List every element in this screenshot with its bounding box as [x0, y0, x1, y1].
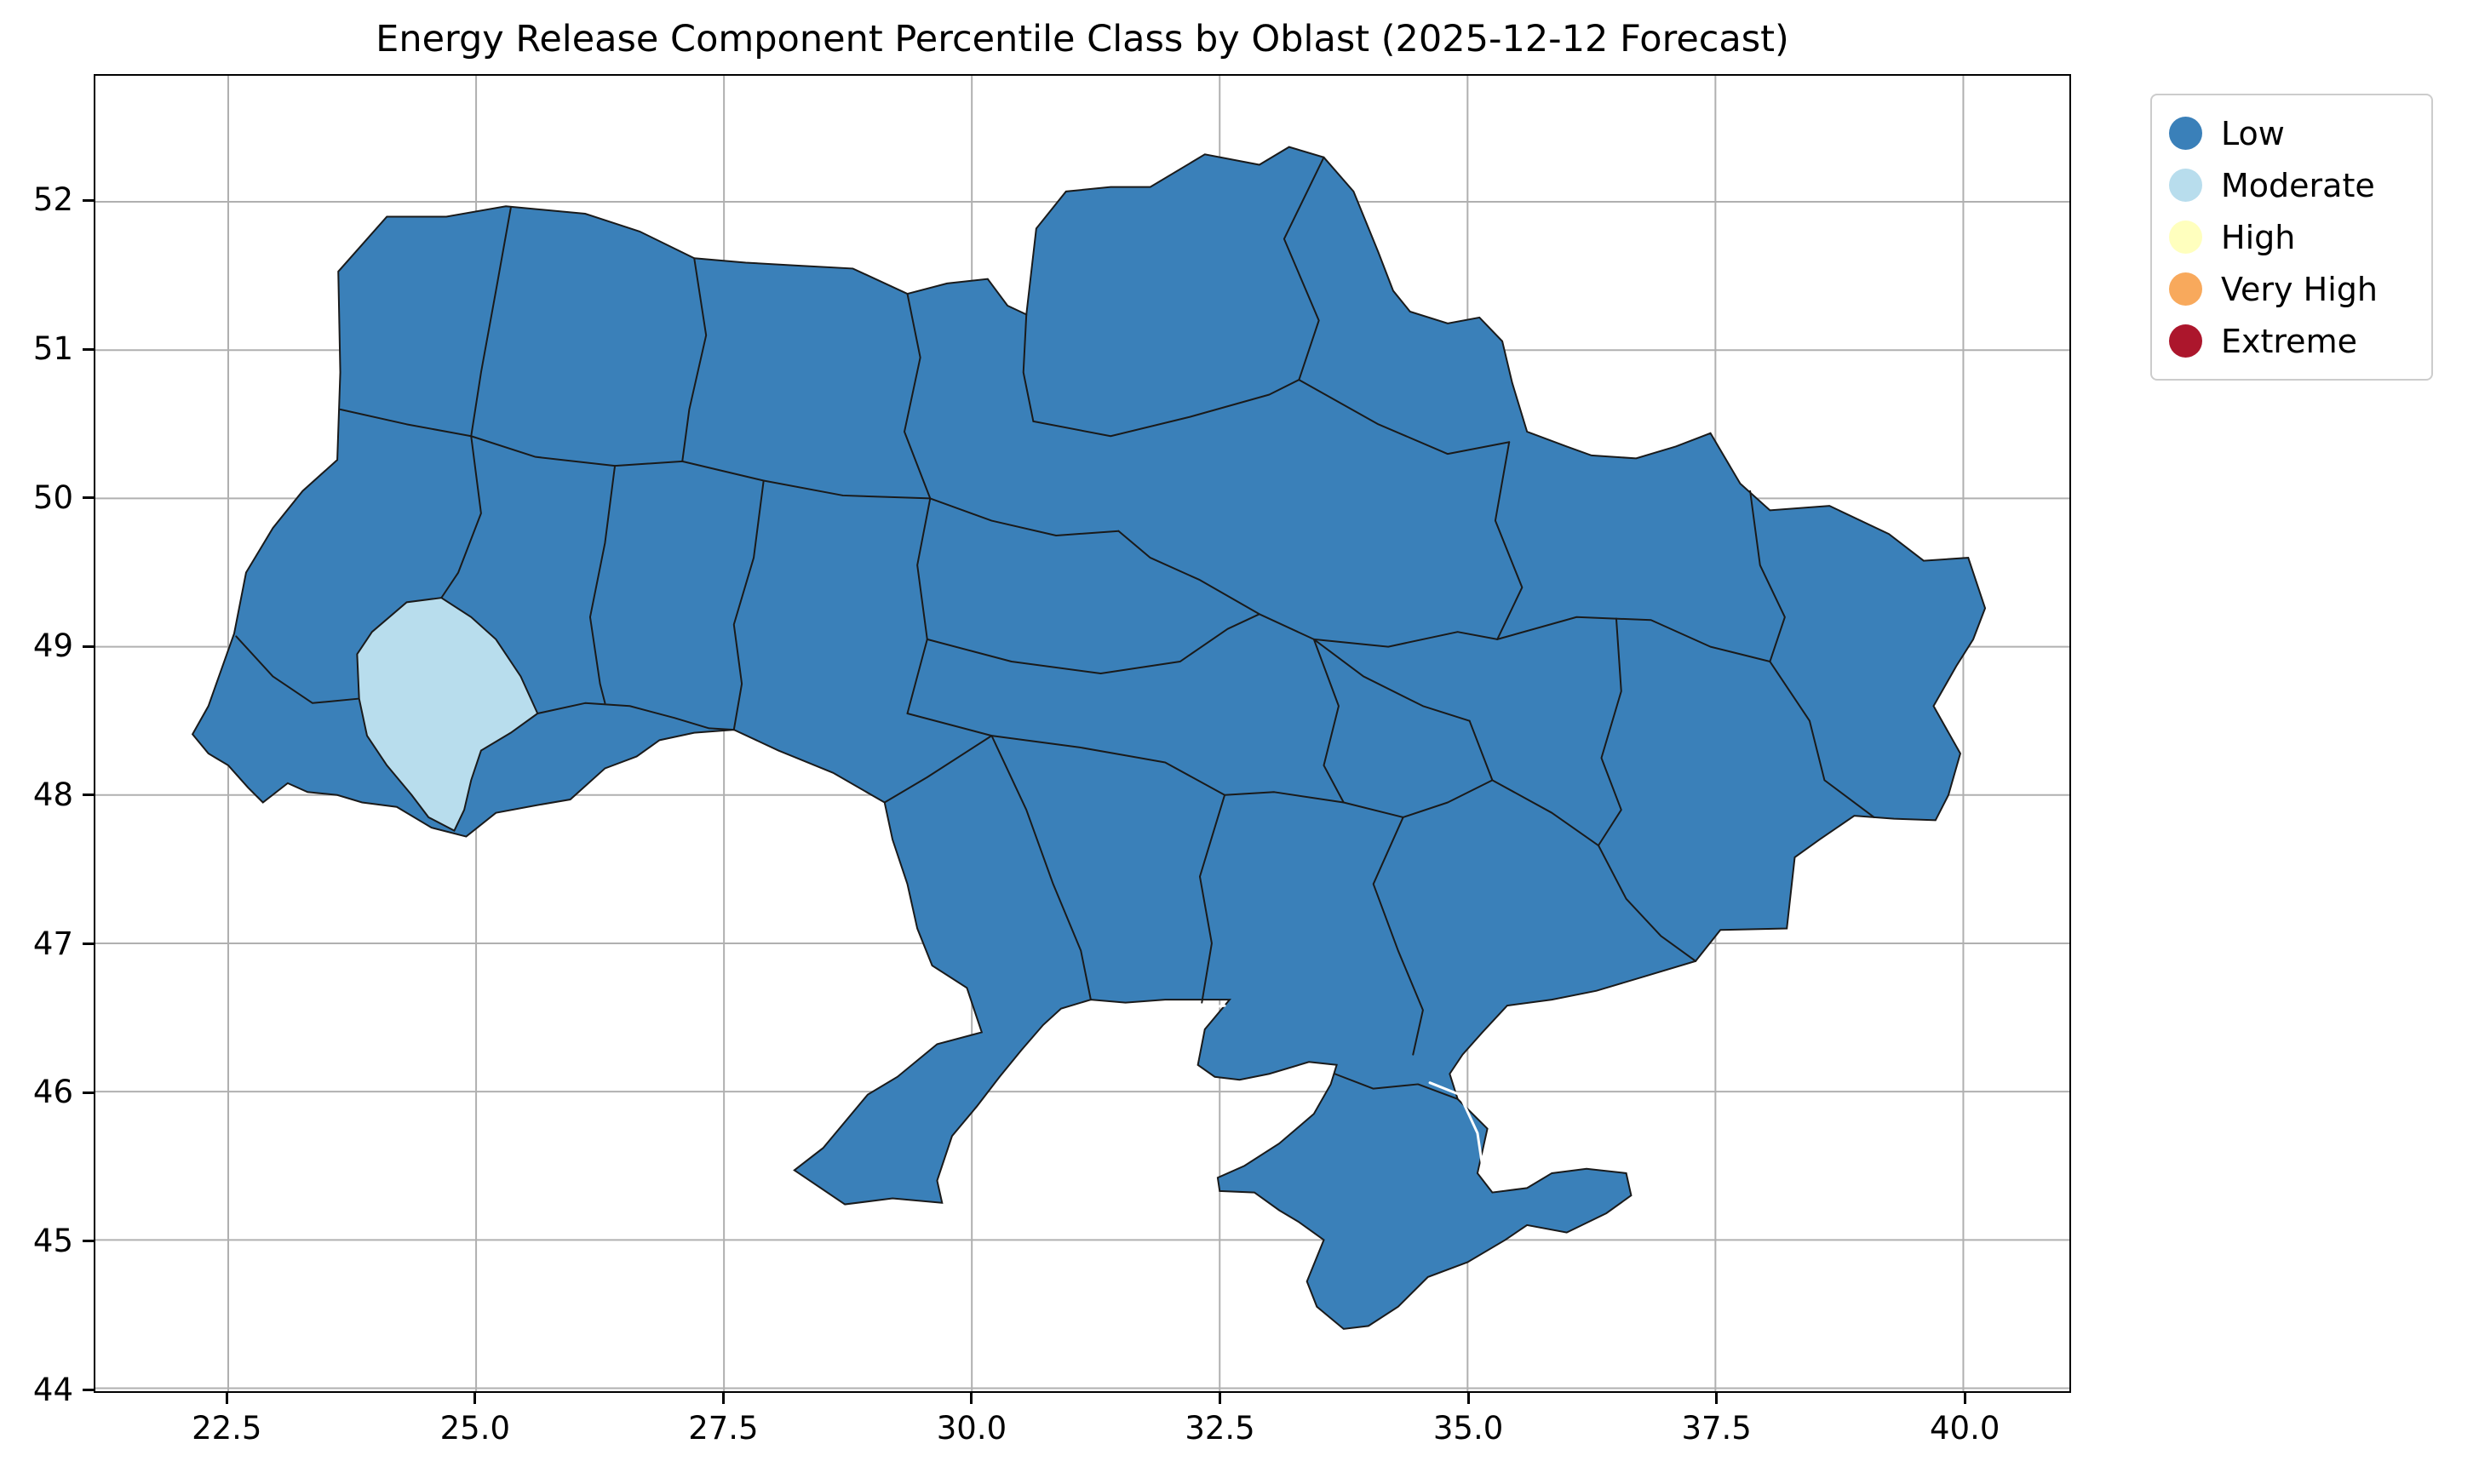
legend-marker-very-high [2169, 272, 2202, 306]
oblast-border [1118, 531, 1469, 721]
y-tick-label: 46 [32, 1074, 73, 1111]
oblast-border [1598, 619, 1621, 845]
y-tick-label: 47 [32, 925, 73, 962]
water-detail [1130, 1006, 1225, 1011]
x-tick-mark [1715, 1393, 1719, 1404]
oblast-border [1374, 817, 1423, 1055]
legend-label: Extreme [2221, 322, 2357, 360]
oblast-border [1033, 380, 1299, 436]
y-tick-mark [83, 347, 94, 351]
y-tick-mark [83, 1240, 94, 1243]
oblast-border [1495, 442, 1522, 639]
legend-marker-low [2169, 117, 2202, 150]
x-tick-mark [1219, 1393, 1222, 1404]
oblast-border [908, 498, 931, 713]
water-detail [1430, 1083, 1483, 1173]
legend-label: High [2221, 218, 2296, 256]
oblast-border [441, 436, 481, 598]
x-tick-mark [721, 1393, 725, 1404]
oblast-border [1334, 1074, 1457, 1099]
y-tick-label: 50 [32, 478, 73, 516]
x-tick-mark [970, 1393, 973, 1404]
y-tick-mark [83, 794, 94, 797]
x-tick-label: 40.0 [1930, 1410, 2000, 1447]
x-tick-mark [225, 1393, 228, 1404]
y-tick-mark [83, 645, 94, 648]
x-tick-mark [473, 1393, 477, 1404]
oblast-border [734, 481, 764, 731]
oblast-border [1598, 845, 1696, 961]
x-tick-label: 30.0 [936, 1410, 1007, 1447]
oblast-border [236, 636, 359, 702]
oblast-border [537, 703, 734, 730]
oblast-border [1403, 780, 1493, 817]
oblast-border [341, 410, 1119, 536]
legend-label: Low [2221, 114, 2285, 152]
plot-area [94, 74, 2071, 1393]
x-tick-mark [1963, 1393, 1966, 1404]
y-tick-label: 44 [32, 1371, 73, 1408]
oblast-border [991, 736, 1090, 1000]
oblast-border [1284, 158, 1324, 380]
oblast-border [1200, 795, 1225, 1003]
oblast-border [1024, 314, 1034, 421]
oblast-border [1299, 380, 1509, 454]
x-tick-label: 32.5 [1185, 1410, 1255, 1447]
legend-label: Very High [2221, 270, 2378, 308]
legend-item: Low [2169, 107, 2406, 159]
oblast-border [904, 294, 930, 498]
oblast-border [1314, 639, 1344, 803]
x-tick-label: 37.5 [1681, 1410, 1752, 1447]
oblast-border [682, 258, 706, 461]
oblast-border [1344, 802, 1403, 816]
y-tick-label: 48 [32, 776, 73, 813]
legend-item: Extreme [2169, 315, 2406, 367]
x-tick-label: 25.0 [439, 1410, 511, 1447]
oblast-border [1314, 632, 1497, 646]
oblast-border [1470, 721, 1598, 845]
legend-label: Moderate [2221, 166, 2375, 204]
y-tick-label: 45 [32, 1222, 73, 1259]
ukraine-choropleth-map [95, 76, 2069, 1391]
oblast-border [885, 736, 992, 802]
oblast-border [590, 466, 615, 703]
y-tick-label: 51 [32, 330, 73, 368]
oblast-border [1770, 662, 1874, 817]
y-tick-mark [83, 1091, 94, 1094]
x-tick-label: 22.5 [192, 1410, 262, 1447]
x-tick-label: 35.0 [1432, 1410, 1504, 1447]
x-tick-label: 27.5 [688, 1410, 759, 1447]
oblast-border [1497, 617, 1770, 662]
y-tick-mark [83, 496, 94, 500]
moderate-class-oblast [357, 598, 537, 830]
legend-item: Moderate [2169, 159, 2406, 211]
y-tick-label: 49 [32, 627, 73, 665]
y-tick-mark [83, 198, 94, 202]
y-tick-mark [83, 1389, 94, 1391]
legend-marker-extreme [2169, 324, 2202, 358]
oblast-border [1750, 491, 1785, 662]
y-tick-mark [83, 943, 94, 946]
y-tick-label: 52 [32, 181, 73, 219]
x-tick-mark [1466, 1393, 1470, 1404]
legend-item: High [2169, 211, 2406, 263]
legend-item: Very High [2169, 263, 2406, 315]
oblast-border [471, 208, 511, 436]
chart-title: Energy Release Component Percentile Clas… [376, 18, 1789, 60]
legend-marker-moderate [2169, 169, 2202, 202]
oblast-border [927, 614, 1260, 673]
legend-marker-high [2169, 221, 2202, 254]
legend: Low Moderate High Very High Extreme [2150, 94, 2433, 381]
country-outline [192, 147, 1985, 1329]
